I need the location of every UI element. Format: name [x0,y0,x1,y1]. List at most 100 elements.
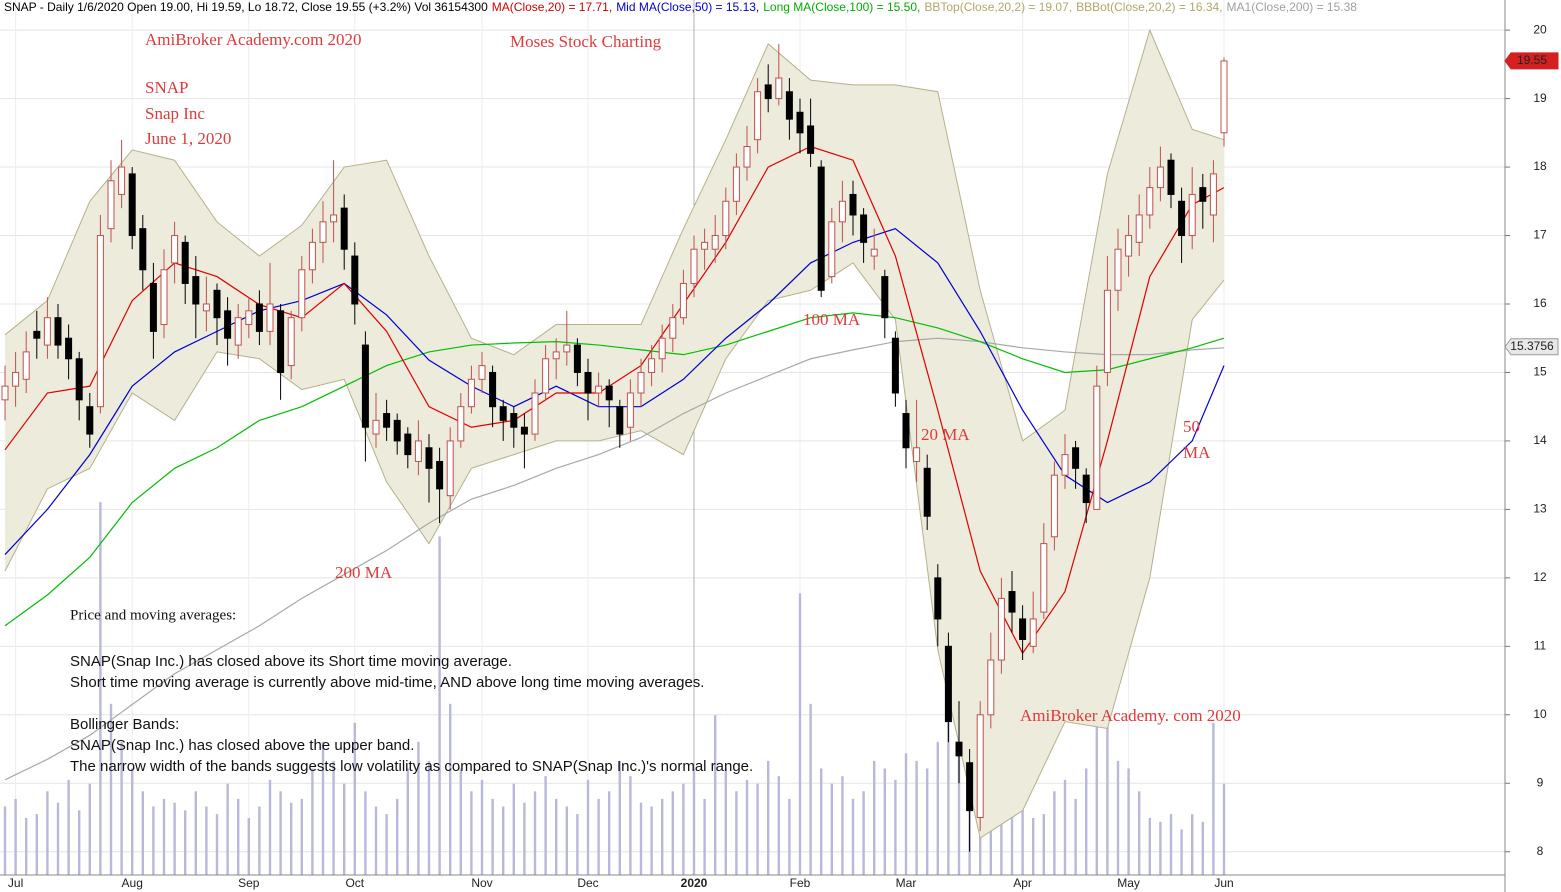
volume-bar [237,798,240,875]
volume-bar [205,806,208,875]
volume-bar [131,768,134,875]
y-tick-label: 8 [1537,844,1544,858]
price-tag [1504,338,1559,356]
x-tick-label: Dec [577,876,598,890]
volume-bar [300,798,303,875]
candle-body [1114,248,1122,291]
volume-bar [438,536,441,875]
volume-bar [1074,798,1077,875]
candle-body [1220,60,1228,134]
volume-bar [661,798,664,875]
volume-bar [724,768,727,875]
volume-bar [343,783,346,875]
candle-body [202,303,210,312]
volume-bar [67,779,70,875]
volume-bar [809,703,812,875]
y-tick-label: 20 [1533,22,1547,36]
candle-body [139,228,147,271]
volume-bar [936,741,939,875]
volume-bar [353,722,356,875]
header: SNAP - Daily 1/6/2020 Open 19.00, Hi 19.… [4,0,1357,14]
candle-body [658,337,666,360]
candle-body [1156,166,1164,189]
candle-body [54,317,62,346]
volume-bar [926,768,929,875]
candle-body [637,371,645,394]
candle-body [711,235,719,250]
candle-body [881,276,889,319]
candle-body [393,419,401,442]
volume-bar [247,817,250,875]
volume-bar [311,768,314,875]
volume-bar [480,779,484,875]
candle-body [213,289,221,319]
volume-bar [1138,791,1141,875]
candle-body [573,344,581,373]
volume-bar [459,768,462,875]
volume-bar [682,783,685,875]
volume-bar [894,779,897,875]
candle-body [860,214,868,243]
volume-bar [1063,779,1067,875]
volume-bar [88,783,91,875]
candle-body [520,426,528,435]
volume-bar [735,791,738,875]
volume-bar [184,810,187,875]
volume-bar [650,806,653,875]
volume-bar [703,798,706,875]
volume-bar [268,779,272,875]
volume-bar [957,715,961,875]
volume-bar [364,791,367,875]
candle-body [181,241,189,284]
price-tag-label: 19.55 [1517,53,1547,67]
candle-body [1103,289,1111,373]
candle-body [319,221,327,243]
candle-body [287,317,295,367]
x-tick-label: May [1117,876,1140,890]
candle-body [489,371,497,408]
volume-bar [1085,768,1088,875]
volume-bar [1212,722,1215,875]
candle-body [383,413,391,428]
candle-body [404,433,412,456]
annotation: June 1, 2020 [145,129,231,148]
volume-bar [56,802,60,875]
volume-bar [767,760,770,875]
volume-bar [989,791,992,875]
volume-bar [745,779,749,875]
candle-body [891,337,899,394]
volume-bar [1053,791,1056,875]
volume-bar [427,760,431,875]
candle-body [1040,543,1048,613]
volume-bar [374,806,378,875]
volume-bar [1032,817,1035,875]
y-tick-label: 9 [1537,775,1544,789]
volume-bar [555,798,558,875]
candle-body [1146,187,1154,216]
volume-bar [173,802,176,875]
volume-bar [417,741,420,875]
candle-body [531,392,539,435]
volume-bar [406,768,409,875]
header-part: BBBot(Close,20,2) = 16.34, [1076,0,1222,14]
candle-body [923,467,931,517]
candle-body [1199,187,1207,202]
candle-body [43,317,51,346]
candle-body [224,310,232,339]
candle-body [987,659,995,716]
header-part: MA1(Close,200) = 15.38 [1227,0,1358,14]
annotation: 50 [1183,417,1200,436]
candle-body [1029,618,1037,647]
moving-average [4,312,1225,627]
candle-body [595,385,603,394]
x-tick-label: Oct [345,876,364,890]
volume-bar [470,791,473,875]
candle-body [1072,447,1080,469]
volume-bar [396,798,399,875]
volume-bar [279,791,282,875]
y-tick-label: 13 [1533,502,1547,516]
y-tick-label: 15 [1533,365,1547,379]
candle-body [701,241,709,250]
candle-body [1178,200,1186,237]
volume-bar [46,791,49,875]
